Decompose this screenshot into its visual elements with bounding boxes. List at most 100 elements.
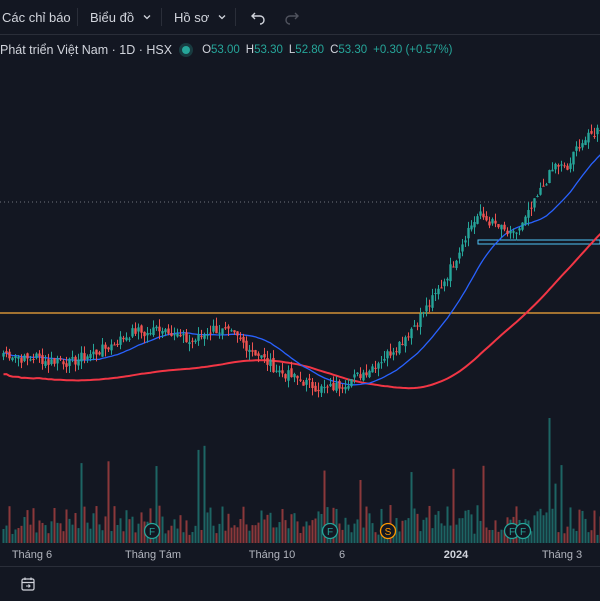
time-axis-tick: 2024 [444,549,469,561]
volume-bar [243,507,245,543]
event-marker-label: F [149,527,155,538]
volume-bar [126,510,128,543]
volume-bar [315,519,317,543]
volume-bar [132,517,134,543]
time-axis-tick: Tháng 6 [12,549,52,561]
candle-body [509,231,511,233]
volume-bar [165,533,167,543]
volume-bar [225,531,227,543]
event-marker-label: F [327,527,333,538]
volume-bar [456,525,458,543]
volume-bar [102,530,104,543]
candle-body [26,353,28,358]
volume-bar [36,532,38,543]
volume-bar [402,521,404,543]
market-status-icon[interactable] [182,46,190,54]
candle-body [464,240,466,242]
volume-bar [21,526,23,543]
candle-body [302,382,304,386]
redo-button[interactable] [284,0,300,34]
candle-body [530,208,532,209]
candle-body [128,339,130,340]
candle-body [233,330,235,332]
volume-bar [24,517,26,543]
candle-body [149,333,151,334]
indicators-label: Các chỉ báo [2,10,71,25]
candle-body [164,329,166,332]
volume-bar [291,514,293,543]
candle-body [527,210,529,218]
candle-body [272,358,274,372]
volume-bar [87,523,89,543]
volume-bar [321,514,323,543]
volume-bar [48,533,50,543]
candle-body [68,359,70,366]
volume-bar [450,526,452,543]
volume-bar [180,515,182,543]
volume-bar [591,530,593,543]
symbol-title[interactable]: Phát triển Việt Nam · 1D · HSX [0,43,172,57]
candle-body [47,359,49,365]
volume-bar [306,521,308,543]
candle-body [374,368,376,369]
volume-bar [105,516,107,543]
change-value: +0.30 (+0.57%) [373,44,452,56]
volume-bar [192,532,194,543]
event-marker-label: F [520,527,526,538]
volume-bar [162,517,164,543]
moving-average-fast-line [4,155,600,385]
candle-body [419,314,421,327]
candle-body [341,387,343,388]
volume-bar [447,507,449,543]
candle-body [92,352,94,355]
volume-bar [582,511,584,543]
volume-bar [33,508,35,543]
volume-bar [534,515,536,543]
candle-body [488,221,490,225]
candle-body [434,293,436,294]
volume-bar [537,511,539,543]
chart-type-button[interactable]: Biểu đồ [90,0,152,34]
goto-date-icon[interactable] [20,576,36,592]
candle-body [227,326,229,328]
candle-body [326,387,328,388]
candle-body [593,136,595,137]
candle-body [299,379,301,380]
candle-body [401,344,403,345]
candle-body [521,223,523,230]
candle-body [347,386,349,389]
candle-body [119,337,121,345]
candle-body [77,360,79,366]
candle-body [203,335,205,339]
candle-body [212,326,214,332]
volume-bar [219,524,221,543]
volume-bar [414,509,416,543]
volume-bar [222,507,224,543]
volume-bar [483,466,485,543]
profile-button[interactable]: Hồ sơ [174,0,227,34]
volume-bar [39,520,41,543]
undo-button[interactable] [250,0,266,34]
indicators-button[interactable]: Các chỉ báo [2,0,71,34]
candle-body [53,358,55,364]
candle-body [344,387,346,389]
candle-body [17,357,19,359]
candle-body [185,332,187,342]
candle-body [551,170,553,172]
candle-body [50,359,52,364]
candle-body [560,164,562,165]
candle-body [134,328,136,334]
candle-body [290,368,292,377]
candle-body [500,225,502,230]
toolbar-divider [161,8,162,26]
time-axis-tick: Tháng 3 [542,549,582,561]
candle-body [539,188,541,195]
candle-body [179,335,181,336]
volume-bar [432,528,434,543]
candle-body [398,342,400,353]
candle-body [431,295,433,308]
candle-body [590,131,592,134]
candle-body [41,355,43,364]
candle-body [353,374,355,377]
